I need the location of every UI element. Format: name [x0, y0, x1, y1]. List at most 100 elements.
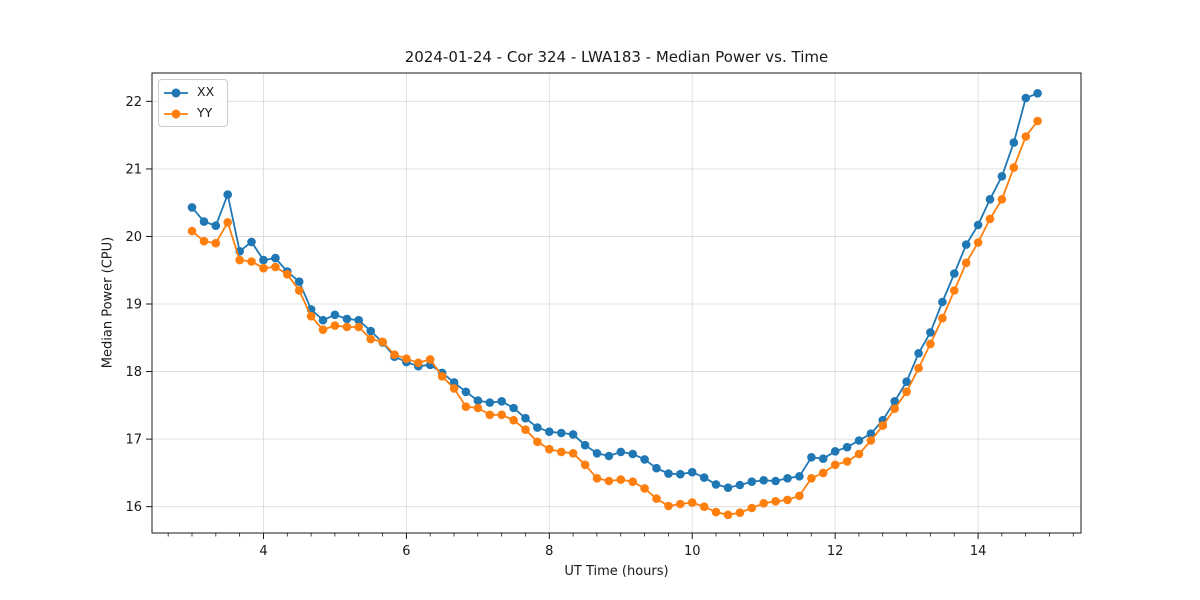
data-point-yy	[985, 214, 995, 224]
data-point-xx	[604, 451, 614, 461]
data-point-xx	[509, 403, 518, 413]
y-tick-label: 18	[125, 365, 142, 380]
x-tick-label: 12	[827, 544, 844, 559]
data-point-xx	[914, 349, 923, 358]
data-point-xx	[1021, 93, 1031, 103]
data-point-xx	[271, 253, 280, 263]
data-point-yy	[354, 322, 364, 332]
x-axis-label: UT Time (hours)	[564, 564, 669, 579]
data-point-yy	[866, 436, 876, 445]
data-point-xx	[902, 377, 911, 387]
data-point-yy	[211, 238, 221, 248]
data-point-xx	[985, 195, 995, 204]
data-point-xx	[330, 310, 340, 320]
data-point-yy	[521, 425, 530, 435]
data-point-yy	[723, 510, 733, 520]
data-point-yy	[997, 195, 1007, 204]
data-point-xx	[711, 480, 721, 489]
x-tick-label: 10	[684, 544, 701, 559]
data-point-yy	[1033, 116, 1042, 126]
data-point-xx	[652, 463, 661, 473]
data-point-xx	[842, 442, 852, 452]
data-point-yy	[366, 334, 376, 344]
legend: XX YY	[158, 79, 228, 127]
data-point-xx	[640, 455, 649, 464]
data-point-yy	[318, 325, 328, 335]
data-point-xx	[461, 387, 471, 397]
data-point-yy	[247, 257, 256, 266]
legend-label-xx: XX	[197, 84, 215, 100]
legend-item-yy: YY	[163, 106, 219, 121]
data-point-xx	[830, 447, 840, 456]
data-point-xx	[521, 413, 530, 423]
data-point-xx	[973, 220, 983, 230]
data-point-xx	[449, 378, 459, 387]
data-point-xx	[342, 314, 352, 324]
data-point-xx	[533, 423, 542, 432]
data-point-xx	[771, 476, 780, 486]
data-point-yy	[271, 262, 280, 272]
data-point-xx	[938, 297, 947, 307]
data-point-yy	[807, 474, 816, 483]
data-point-xx	[735, 480, 745, 490]
legend-label-yy: YY	[197, 105, 213, 121]
data-point-yy	[306, 311, 316, 321]
data-point-yy	[640, 484, 649, 493]
data-point-xx	[997, 172, 1007, 181]
data-point-yy	[950, 286, 959, 295]
data-point-xx	[545, 427, 554, 437]
data-point-yy	[509, 415, 518, 425]
data-point-yy	[616, 475, 626, 484]
data-point-xx	[485, 398, 495, 407]
data-point-yy	[926, 339, 935, 349]
data-point-xx	[747, 477, 757, 487]
data-point-yy	[414, 358, 423, 368]
y-tick-label: 20	[125, 230, 142, 245]
data-point-yy	[711, 507, 721, 517]
data-point-yy	[842, 457, 852, 466]
y-tick-label: 16	[125, 500, 142, 515]
data-point-yy	[747, 503, 757, 513]
data-point-yy	[497, 410, 507, 420]
data-point-yy	[283, 270, 292, 279]
data-point-yy	[425, 355, 435, 364]
data-point-xx	[1009, 138, 1019, 147]
data-point-xx	[961, 240, 971, 249]
data-point-yy	[628, 477, 637, 487]
data-point-yy	[914, 363, 923, 373]
data-point-yy	[568, 449, 578, 458]
data-point-yy	[1021, 132, 1031, 141]
data-point-yy	[461, 402, 471, 412]
data-point-yy	[330, 321, 340, 330]
data-point-yy	[938, 313, 947, 323]
data-point-yy	[687, 498, 697, 507]
data-point-xx	[557, 428, 566, 438]
data-point-xx	[664, 469, 673, 478]
data-point-yy	[390, 350, 399, 360]
x-tick-label: 8	[545, 544, 553, 559]
data-point-yy	[545, 444, 554, 454]
data-point-xx	[223, 190, 232, 199]
data-point-xx	[759, 476, 768, 485]
data-point-xx	[699, 473, 709, 482]
data-point-xx	[366, 326, 376, 336]
data-point-xx	[616, 447, 626, 457]
data-point-xx	[866, 429, 876, 439]
data-point-xx	[259, 255, 268, 265]
data-point-yy	[259, 263, 268, 273]
data-point-yy	[854, 449, 864, 459]
y-axis-label: Median Power (CPU)	[100, 236, 116, 369]
data-point-xx	[1033, 89, 1042, 98]
data-point-xx	[247, 237, 256, 247]
data-point-xx	[294, 277, 304, 287]
legend-marker-xx-icon	[164, 88, 188, 97]
data-point-yy	[1009, 163, 1019, 172]
data-point-xx	[187, 203, 197, 212]
x-tick-label: 4	[259, 544, 267, 559]
data-point-yy	[223, 218, 232, 227]
data-point-yy	[378, 337, 387, 347]
data-point-yy	[342, 322, 352, 332]
chart-title: 2024-01-24 - Cor 324 - LWA183 - Median P…	[404, 48, 829, 66]
